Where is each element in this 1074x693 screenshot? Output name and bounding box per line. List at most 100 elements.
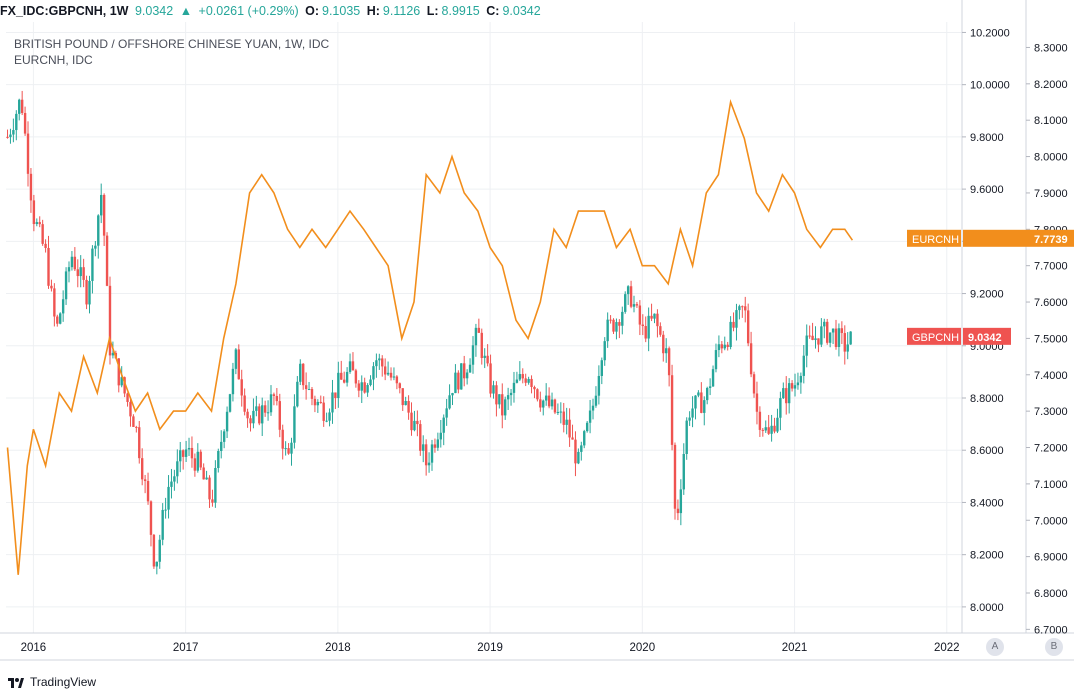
candle-body <box>246 411 249 419</box>
candle-body <box>665 348 668 354</box>
candle-body <box>714 350 718 370</box>
candle-body <box>708 386 712 388</box>
candle-body <box>173 476 176 482</box>
candle-body <box>176 461 179 477</box>
right-tick-label: 7.7000 <box>1034 261 1068 273</box>
candle-body <box>433 444 437 448</box>
symbol-label[interactable]: FX_IDC:GBPCNH, 1W <box>0 4 129 18</box>
candle-body <box>802 355 805 376</box>
eurcnh-axis-value: 7.7739 <box>1034 234 1068 246</box>
candle-body <box>624 294 627 312</box>
candle-body <box>524 378 527 383</box>
eurcnh-tag-value-box <box>963 229 1027 247</box>
candle-body <box>793 385 797 389</box>
candle-body <box>269 394 273 413</box>
candle-body <box>32 200 36 225</box>
candle-body <box>506 395 510 400</box>
candle-body <box>574 439 577 464</box>
candle-body <box>632 304 636 307</box>
log-scale-button[interactable]: B <box>1045 638 1063 656</box>
candle-body <box>325 420 328 422</box>
tradingview-logo[interactable]: TradingView <box>8 673 96 691</box>
candle-body <box>395 376 399 384</box>
candle-body <box>360 382 363 391</box>
candle-body <box>20 99 24 113</box>
candle-body <box>413 420 416 431</box>
right-tick-label: 8.0000 <box>1034 152 1068 164</box>
candle-body <box>407 401 410 413</box>
candle-body <box>457 372 460 390</box>
candle-body <box>296 381 299 407</box>
right-tick-label: 8.1000 <box>1034 115 1068 127</box>
candle-body <box>703 400 706 413</box>
tradingview-text: TradingView <box>30 675 97 689</box>
candle-body <box>711 369 715 387</box>
candle-body <box>6 136 9 138</box>
candle-body <box>691 408 694 418</box>
chart-title: BRITISH POUND / OFFSHORE CHINESE YUAN, 1… <box>14 37 329 51</box>
candle-body <box>779 398 782 418</box>
candle-body <box>597 375 601 396</box>
candle-body <box>732 321 735 328</box>
candle-body <box>64 271 68 300</box>
right-tick-label: 7.5000 <box>1034 333 1068 345</box>
candle-body <box>553 399 557 413</box>
right-tick-label: 6.9000 <box>1034 552 1068 564</box>
candle-body <box>638 305 642 325</box>
eurcnh-line <box>6 98 854 575</box>
candle-body <box>424 444 428 466</box>
candle-body <box>468 364 472 373</box>
candle-body <box>685 420 688 454</box>
candle-body <box>559 411 563 413</box>
right-tick-label: 7.4000 <box>1034 370 1068 382</box>
candle-body <box>290 442 293 454</box>
candle-body <box>234 349 238 369</box>
candle-body <box>416 420 419 425</box>
candle-body <box>15 113 18 131</box>
left-tick-label: 10.0000 <box>970 80 1010 92</box>
candle-body <box>451 393 454 396</box>
candle-body <box>9 134 12 138</box>
candle-body <box>372 366 375 380</box>
eurcnh-tag: EURCNH <box>907 229 1027 247</box>
candle-body <box>849 331 852 345</box>
candle-body <box>301 363 305 386</box>
candle-body <box>184 449 188 457</box>
candle-body <box>831 328 835 333</box>
candle-body <box>796 382 800 386</box>
candle-body <box>363 382 366 393</box>
candle-body <box>331 392 334 413</box>
candle-body <box>717 344 721 351</box>
candle-body <box>565 419 568 425</box>
candle-body <box>342 379 346 383</box>
candle-body <box>205 477 208 480</box>
candle-body <box>503 399 507 416</box>
candle-body <box>738 306 741 311</box>
eurcnh-axis-value-box <box>1027 229 1074 247</box>
right-tick-label: 8.2000 <box>1034 79 1068 91</box>
auto-scale-button[interactable]: A <box>986 638 1004 656</box>
candle-body <box>155 561 159 567</box>
candle-body <box>386 372 390 375</box>
candle-body <box>255 406 258 411</box>
candle-body <box>266 412 270 414</box>
candle-body <box>70 256 74 268</box>
candle-body <box>196 451 200 471</box>
candle-body <box>263 405 267 413</box>
candle-body <box>129 401 132 417</box>
candle-body <box>111 352 115 356</box>
candle-body <box>550 399 554 407</box>
candle-body <box>135 426 138 428</box>
x-tick-label: 2021 <box>782 642 808 654</box>
candle-body <box>603 341 606 361</box>
candle-body <box>749 343 753 375</box>
candle-body <box>193 458 197 471</box>
candle-body <box>383 366 387 375</box>
candle-body <box>527 378 530 383</box>
left-tick-label: 9.6000 <box>970 184 1004 196</box>
candle-body <box>351 361 355 371</box>
left-tick-label: 8.8000 <box>970 393 1004 405</box>
left-tick-label: 8.6000 <box>970 445 1004 457</box>
candle-body <box>512 382 516 393</box>
